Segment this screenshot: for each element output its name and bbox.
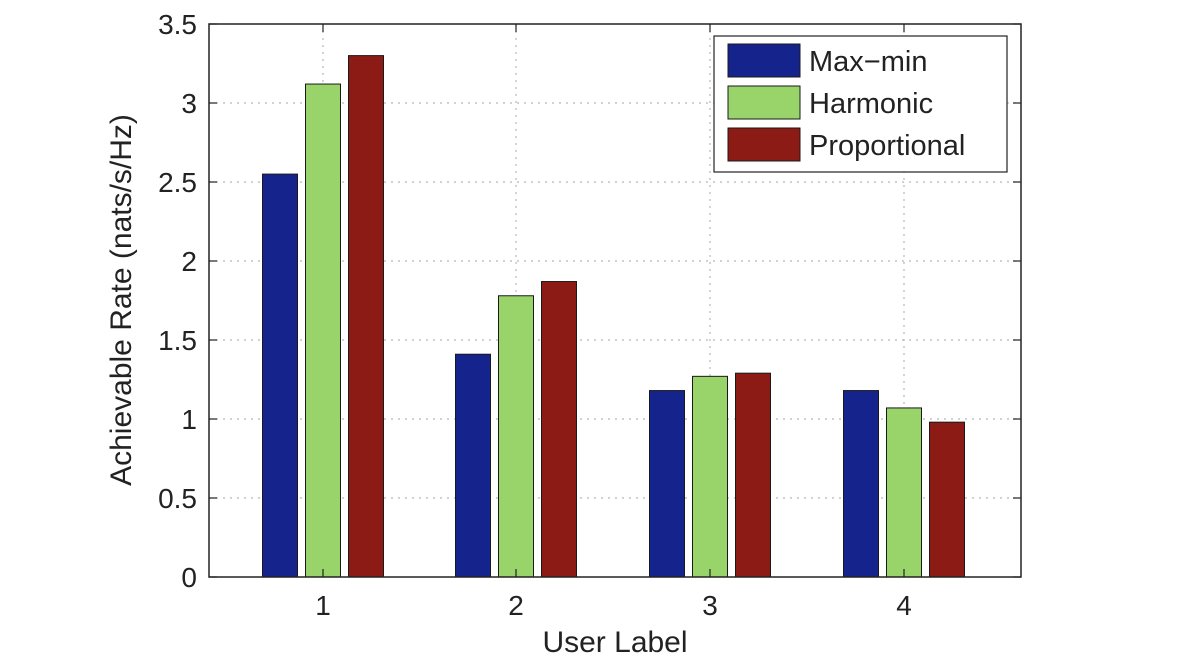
x-axis-label: User Label	[542, 626, 687, 659]
legend-swatch	[727, 127, 801, 162]
bar-harmonic-3	[692, 375, 728, 578]
y-tick-label: 1.5	[158, 325, 197, 356]
bar-proportional-4	[929, 421, 965, 578]
legend-label: Harmonic	[809, 88, 933, 120]
legend-swatch	[727, 85, 801, 120]
y-tick-label: 3	[181, 88, 197, 119]
bar-proportional-3	[735, 372, 771, 578]
x-tick-label: 4	[896, 590, 912, 621]
bar-harmonic-4	[886, 407, 922, 578]
bar-max-min-2	[455, 353, 491, 578]
bar-harmonic-1	[305, 83, 341, 578]
y-tick-label: 0.5	[158, 483, 197, 514]
plot-frame	[208, 23, 1022, 578]
bar-max-min-3	[649, 390, 685, 578]
x-tick-label: 2	[508, 590, 524, 621]
y-tick-label: 1	[181, 404, 197, 435]
legend-swatch	[727, 43, 801, 78]
legend-label: Max−min	[809, 46, 927, 78]
legend-label: Proportional	[809, 130, 965, 162]
bar-max-min-1	[262, 173, 298, 578]
x-tick-label: 1	[315, 590, 331, 621]
bar-proportional-1	[348, 55, 384, 578]
legend: Max−min Harmonic Proportional	[713, 35, 1008, 173]
y-tick-label: 0	[181, 562, 197, 593]
bars	[262, 55, 965, 578]
bar-max-min-4	[843, 390, 879, 578]
x-tick-label: 3	[702, 590, 718, 621]
bar-proportional-2	[541, 281, 577, 578]
y-axis-label: Achievable Rate (nats/s/Hz)	[105, 114, 138, 486]
y-tick-label: 2.5	[158, 167, 197, 198]
y-tick-label: 2	[181, 246, 197, 277]
y-tick-label: 3.5	[158, 9, 197, 40]
bar-harmonic-2	[498, 295, 534, 578]
axis-ticks: 0 0.5 1 1.5 2 2.5 3 3.5 1 2 3 4	[158, 9, 1021, 621]
